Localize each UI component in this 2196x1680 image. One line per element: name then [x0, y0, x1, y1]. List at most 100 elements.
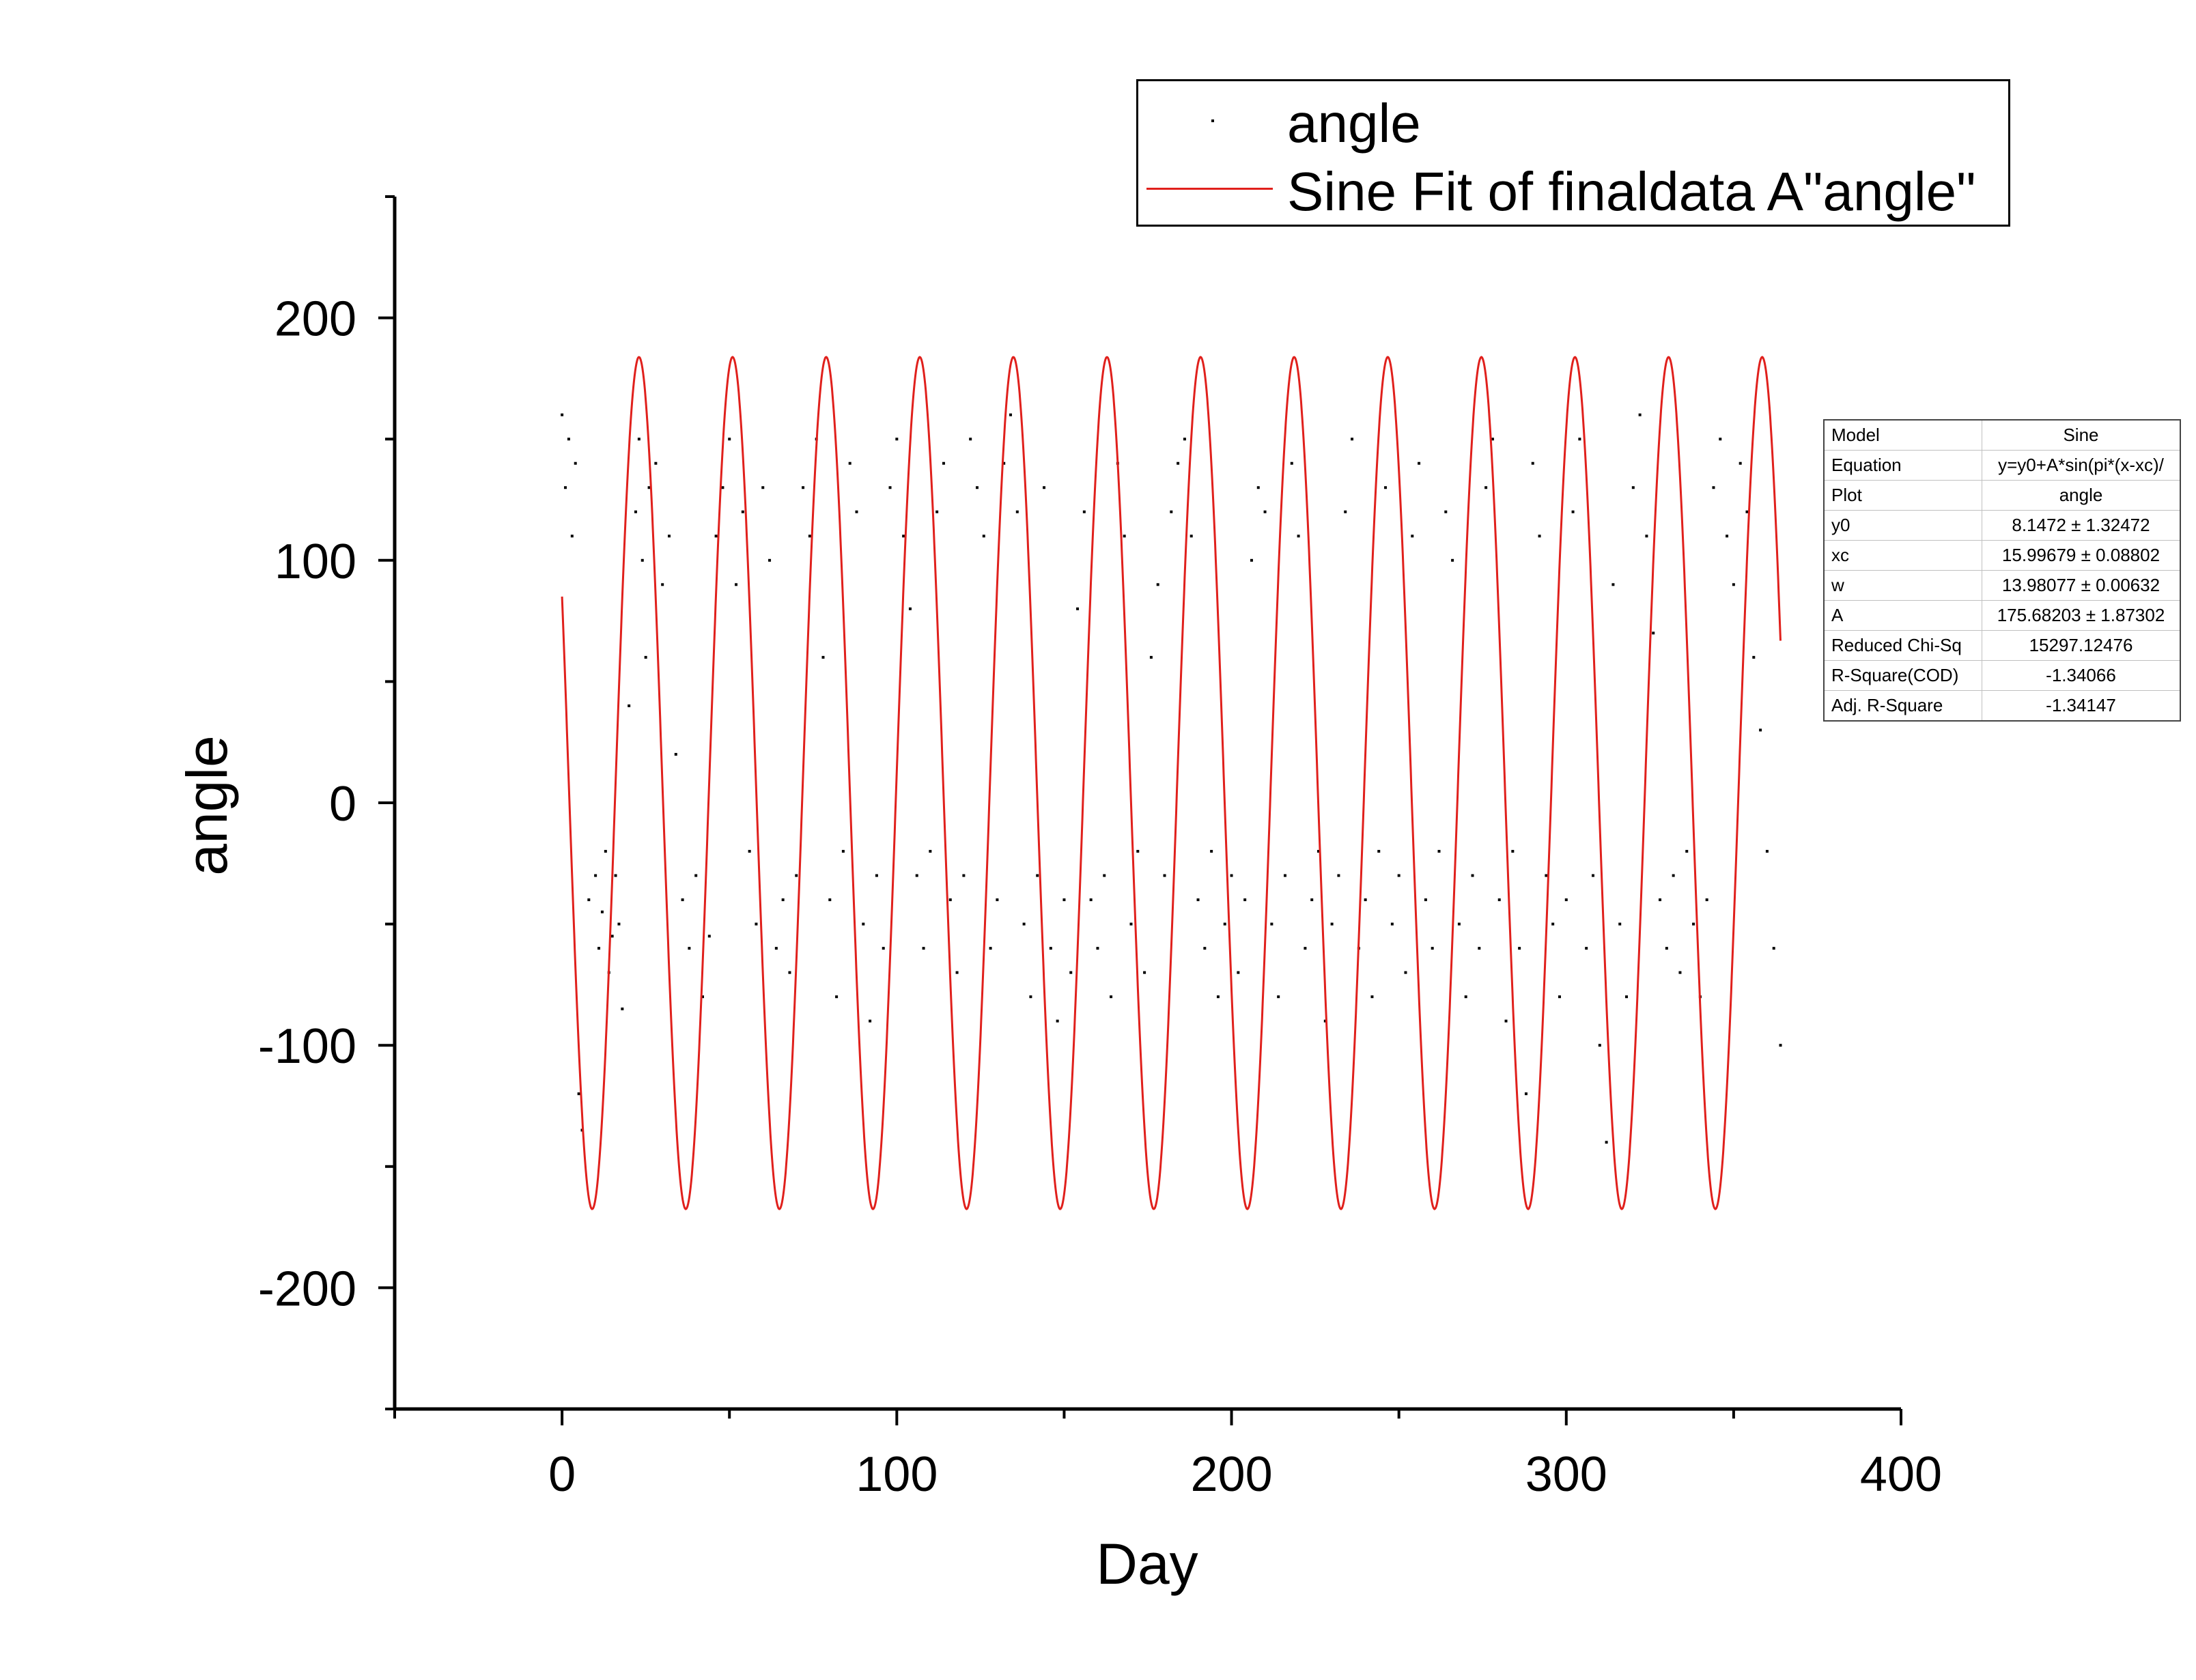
data-point: [875, 874, 878, 877]
data-point: [1210, 850, 1213, 853]
data-point: [1665, 947, 1668, 950]
data-point: [935, 510, 939, 513]
data-point: [634, 510, 637, 513]
data-point: [1049, 947, 1052, 950]
data-point: [821, 655, 825, 659]
data-point: [688, 947, 691, 950]
data-point: [1457, 922, 1461, 926]
data-point: [1631, 486, 1635, 489]
stats-key: A: [1823, 600, 1982, 631]
data-point: [1411, 535, 1414, 538]
data-point: [694, 874, 698, 877]
data-point: [728, 438, 731, 441]
data-point: [1156, 583, 1159, 586]
data-point: [1759, 728, 1762, 732]
data-point: [1578, 438, 1581, 441]
data-point: [1009, 413, 1013, 416]
data-point: [848, 461, 851, 465]
data-point: [1022, 922, 1026, 926]
data-point: [1190, 535, 1193, 538]
data-point: [1330, 922, 1334, 926]
data-point: [1618, 922, 1622, 926]
stats-row: w 13.98077 ± 0.00632: [1823, 570, 2181, 601]
data-point: [1036, 874, 1039, 877]
data-point: [1712, 486, 1715, 489]
data-point: [1110, 995, 1113, 999]
data-point: [1076, 607, 1080, 610]
data-point: [1605, 1141, 1608, 1144]
data-point: [1652, 631, 1655, 635]
data-point: [774, 947, 778, 950]
data-point: [654, 461, 658, 465]
stats-value: y=y0+A*sin(pi*(x-xc)/: [1982, 450, 2181, 481]
data-point: [835, 995, 839, 999]
legend-item-angle: angle: [1138, 87, 2008, 155]
data-point: [761, 486, 765, 489]
data-point: [621, 1007, 624, 1010]
data-point: [942, 461, 945, 465]
data-point: [1732, 583, 1735, 586]
data-point: [808, 535, 811, 538]
data-point: [1043, 486, 1046, 489]
data-point: [1370, 995, 1374, 999]
data-point: [841, 850, 845, 853]
data-point: [1591, 874, 1594, 877]
data-point: [1598, 1044, 1601, 1047]
data-point: [795, 874, 798, 877]
data-point: [862, 922, 865, 926]
data-point: [1277, 995, 1280, 999]
data-point: [1404, 971, 1407, 974]
legend-item-sine-fit: Sine Fit of finaldata A"angle": [1138, 155, 2008, 223]
stats-key: Reduced Chi-Sq: [1823, 630, 1982, 661]
data-point: [1283, 874, 1286, 877]
x-axis-label: Day: [1096, 1532, 1198, 1596]
data-point: [788, 971, 791, 974]
data-point: [1551, 922, 1555, 926]
data-point: [614, 874, 617, 877]
data-point: [1170, 510, 1173, 513]
stats-row: Equation y=y0+A*sin(pi*(x-xc)/: [1823, 450, 2181, 481]
data-point: [768, 558, 772, 562]
data-point: [1337, 874, 1340, 877]
data-point: [1478, 947, 1481, 950]
data-point: [617, 922, 621, 926]
y-tick-label: 200: [274, 292, 356, 347]
stats-value: 8.1472 ± 1.32472: [1982, 510, 2181, 541]
data-point: [667, 535, 671, 538]
legend: angle Sine Fit of finaldata A"angle": [1136, 79, 2010, 227]
stats-row: A 175.68203 ± 1.87302: [1823, 600, 2181, 631]
data-point: [597, 947, 601, 950]
data-point: [1344, 510, 1347, 513]
data-point: [1451, 558, 1454, 562]
data-point: [1029, 995, 1032, 999]
data-point: [604, 850, 607, 853]
stats-value: 15.99679 ± 0.08802: [1982, 540, 2181, 571]
data-point: [1538, 535, 1541, 538]
data-point: [1645, 535, 1648, 538]
data-point: [781, 898, 785, 902]
data-point: [1431, 947, 1434, 950]
data-point: [1323, 1019, 1327, 1023]
y-tick-label: 0: [329, 777, 356, 831]
data-point: [1082, 510, 1086, 513]
data-point: [644, 655, 647, 659]
data-point: [1638, 413, 1642, 416]
data-point: [1497, 898, 1501, 902]
data-point: [802, 486, 805, 489]
data-point: [1243, 898, 1247, 902]
data-point: [1149, 655, 1153, 659]
data-point: [587, 898, 591, 902]
legend-label: angle: [1287, 93, 1421, 154]
data-point: [1263, 510, 1267, 513]
data-point: [1738, 461, 1742, 465]
data-point: [1464, 995, 1467, 999]
data-point: [1069, 971, 1073, 974]
data-point: [1678, 971, 1682, 974]
data-point: [628, 704, 631, 707]
data-point: [721, 486, 724, 489]
data-point: [1625, 995, 1629, 999]
x-tick-label: 100: [856, 1447, 938, 1502]
data-point: [882, 947, 885, 950]
stats-value: angle: [1982, 480, 2181, 511]
